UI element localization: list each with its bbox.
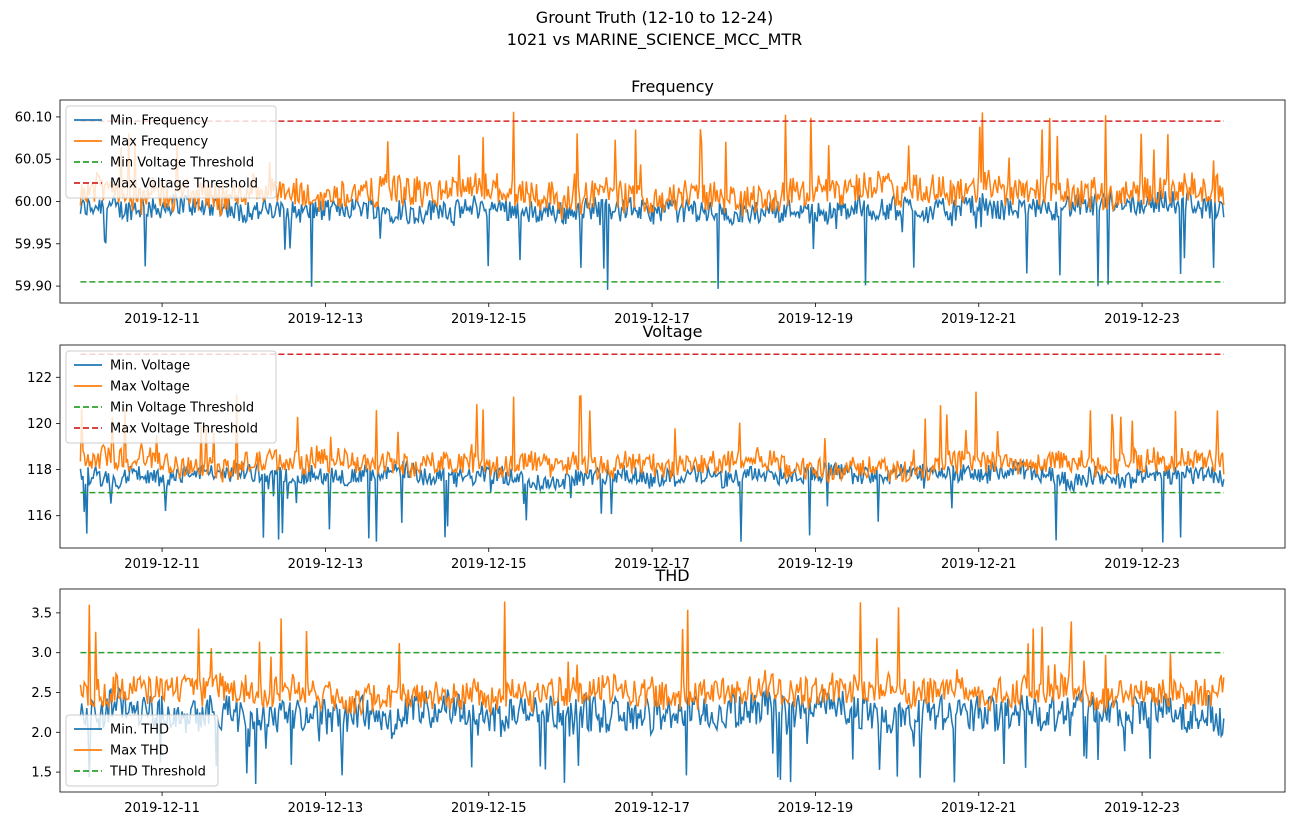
subplot-title: Voltage <box>642 322 702 341</box>
x-tick-label: 2019-12-13 <box>288 557 364 572</box>
x-tick-label: 2019-12-13 <box>288 801 364 816</box>
legend-entry-label: Min. Voltage <box>110 359 190 374</box>
y-tick-label: 118 <box>27 463 52 478</box>
series-line-1 <box>79 601 1225 717</box>
x-tick-label: 2019-12-23 <box>1104 801 1180 816</box>
x-tick-label: 2019-12-15 <box>451 801 527 816</box>
series-line-1 <box>79 391 1225 484</box>
subplot-thd: THD 2019-12-11 2019-12-13 2019-12-15 2019-12… <box>31 566 1286 816</box>
plot-area <box>79 601 1225 785</box>
x-tick-label: 2019-12-11 <box>124 312 200 327</box>
figure-title-line-1: Grount Truth (12-10 to 12-24) <box>535 8 774 27</box>
subplot-frequency: Frequency 2019-12-11 2019-12-13 2019-12-15 2… <box>15 77 1286 327</box>
y-tick-label: 122 <box>27 371 52 386</box>
series-line-0 <box>79 190 1225 290</box>
x-tick-label: 2019-12-21 <box>941 312 1017 327</box>
figure-title-line-2: 1021 vs MARINE_SCIENCE_MCC_MTR <box>506 30 803 49</box>
y-tick-label: 3.0 <box>31 646 52 661</box>
y-tick-label: 120 <box>27 417 52 432</box>
x-tick-label: 2019-12-17 <box>614 557 690 572</box>
legend-box <box>65 350 277 444</box>
y-tick-label: 60.10 <box>15 110 52 125</box>
legend-box <box>65 105 277 199</box>
x-tick-label: 2019-12-11 <box>124 557 200 572</box>
legend-entry-label: Max Voltage <box>110 380 190 395</box>
x-tick-label: 2019-12-11 <box>124 801 200 816</box>
legend-entry-label: Min Voltage Threshold <box>110 401 254 416</box>
y-tick-label: 1.5 <box>31 766 52 781</box>
legend-entry-label: Max Voltage Threshold <box>110 177 258 192</box>
x-tick-label: 2019-12-15 <box>451 557 527 572</box>
x-tick-label: 2019-12-19 <box>778 557 854 572</box>
x-tick-label: 2019-12-13 <box>288 312 364 327</box>
y-tick-label: 60.00 <box>15 195 52 210</box>
subplot-voltage: Voltage 2019-12-11 2019-12-13 2019-12-15 201… <box>27 322 1286 572</box>
y-tick-label: 60.05 <box>15 153 52 168</box>
legend: Min. Frequency Max Frequency Min Voltage T… <box>65 105 277 199</box>
legend-entry-label: Min Voltage Threshold <box>110 156 254 171</box>
subplot-title: Frequency <box>631 77 714 96</box>
x-tick-label: 2019-12-15 <box>451 312 527 327</box>
series-line-0 <box>79 685 1225 785</box>
x-tick-label: 2019-12-19 <box>778 312 854 327</box>
legend-box <box>65 714 219 787</box>
legend-entry-label: Max Voltage Threshold <box>110 422 258 437</box>
legend: Min. Voltage Max Voltage Min Voltage Thres… <box>65 350 277 444</box>
legend-entry-label: Max Frequency <box>110 135 208 150</box>
legend-entry-label: Min. Frequency <box>110 114 209 129</box>
x-tick-label: 2019-12-17 <box>614 312 690 327</box>
x-tick-label: 2019-12-17 <box>614 801 690 816</box>
y-tick-label: 2.5 <box>31 686 52 701</box>
y-tick-label: 59.95 <box>15 237 52 252</box>
y-tick-label: 3.5 <box>31 606 52 621</box>
y-tick-label: 59.90 <box>15 280 52 295</box>
legend-entry-label: Max THD <box>110 744 169 759</box>
legend-entry-label: THD Threshold <box>109 765 206 780</box>
y-tick-label: 116 <box>27 509 52 524</box>
y-tick-label: 2.0 <box>31 726 52 741</box>
legend-entry-label: Min. THD <box>110 723 169 738</box>
subplot-title: THD <box>654 566 689 585</box>
x-tick-label: 2019-12-21 <box>941 557 1017 572</box>
legend: Min. THD Max THD THD Threshold <box>65 714 219 787</box>
axes-frame <box>59 344 1286 549</box>
x-tick-label: 2019-12-21 <box>941 801 1017 816</box>
x-tick-label: 2019-12-23 <box>1104 312 1180 327</box>
axes-frame <box>59 588 1286 793</box>
x-tick-label: 2019-12-19 <box>778 801 854 816</box>
x-tick-label: 2019-12-23 <box>1104 557 1180 572</box>
series-line-0 <box>79 458 1225 543</box>
